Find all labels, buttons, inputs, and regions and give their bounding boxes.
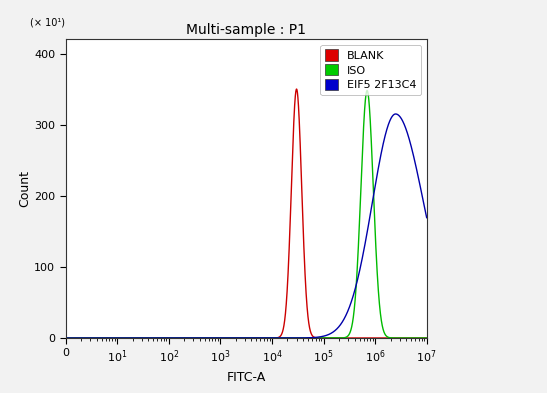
BLANK (293, 87, 300, 92)
ISO (292, 336, 298, 340)
EIF5 2F13C4 (350, 296, 356, 300)
Text: (× 10¹): (× 10¹) (30, 17, 65, 28)
BLANK (193, 336, 200, 340)
ISO (330, 336, 336, 340)
EIF5 2F13C4 (62, 336, 69, 340)
BLANK (292, 97, 298, 102)
Line: EIF5 2F13C4: EIF5 2F13C4 (66, 114, 427, 338)
BLANK (423, 336, 430, 340)
Line: BLANK: BLANK (66, 89, 427, 338)
BLANK (62, 336, 69, 340)
Line: ISO: ISO (66, 90, 427, 338)
BLANK (330, 336, 336, 340)
Y-axis label: Count: Count (18, 170, 31, 207)
ISO (62, 336, 69, 340)
ISO (193, 336, 200, 340)
ISO (423, 336, 430, 340)
EIF5 2F13C4 (392, 112, 399, 116)
BLANK (276, 335, 283, 340)
BLANK (350, 336, 356, 340)
ISO (80, 336, 87, 340)
EIF5 2F13C4 (193, 336, 200, 340)
EIF5 2F13C4 (423, 215, 430, 220)
EIF5 2F13C4 (292, 336, 298, 340)
EIF5 2F13C4 (276, 336, 283, 340)
ISO (364, 88, 370, 93)
ISO (276, 336, 283, 340)
ISO (350, 320, 356, 325)
EIF5 2F13C4 (330, 330, 336, 334)
Title: Multi-sample : P1: Multi-sample : P1 (186, 23, 306, 37)
Legend: BLANK, ISO, EIF5 2F13C4: BLANK, ISO, EIF5 2F13C4 (321, 45, 421, 95)
BLANK (80, 336, 87, 340)
EIF5 2F13C4 (80, 336, 87, 340)
X-axis label: FITC-A: FITC-A (226, 371, 266, 384)
